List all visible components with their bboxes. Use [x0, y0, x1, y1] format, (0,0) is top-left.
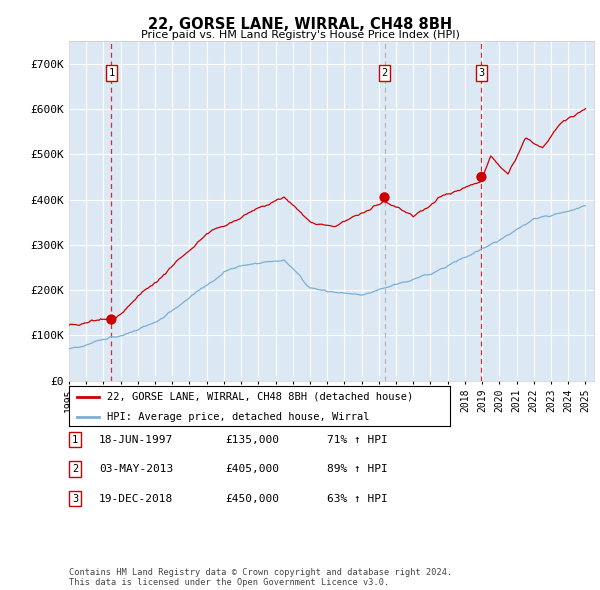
- Text: 03-MAY-2013: 03-MAY-2013: [99, 464, 173, 474]
- Text: 3: 3: [72, 494, 78, 503]
- Text: Contains HM Land Registry data © Crown copyright and database right 2024.
This d: Contains HM Land Registry data © Crown c…: [69, 568, 452, 587]
- Text: £135,000: £135,000: [225, 435, 279, 444]
- Text: 1: 1: [108, 68, 115, 78]
- Text: 3: 3: [478, 68, 485, 78]
- Point: [476, 172, 486, 182]
- Point: [107, 315, 116, 324]
- Text: £450,000: £450,000: [225, 494, 279, 503]
- Text: 89% ↑ HPI: 89% ↑ HPI: [327, 464, 388, 474]
- Text: 2: 2: [72, 464, 78, 474]
- Text: 22, GORSE LANE, WIRRAL, CH48 8BH: 22, GORSE LANE, WIRRAL, CH48 8BH: [148, 17, 452, 31]
- Text: HPI: Average price, detached house, Wirral: HPI: Average price, detached house, Wirr…: [107, 412, 370, 422]
- Text: 18-JUN-1997: 18-JUN-1997: [99, 435, 173, 444]
- Text: 2: 2: [382, 68, 388, 78]
- Text: 22, GORSE LANE, WIRRAL, CH48 8BH (detached house): 22, GORSE LANE, WIRRAL, CH48 8BH (detach…: [107, 392, 413, 402]
- Point: [380, 192, 389, 202]
- Text: Price paid vs. HM Land Registry's House Price Index (HPI): Price paid vs. HM Land Registry's House …: [140, 30, 460, 40]
- Text: 19-DEC-2018: 19-DEC-2018: [99, 494, 173, 503]
- Text: £405,000: £405,000: [225, 464, 279, 474]
- Text: 71% ↑ HPI: 71% ↑ HPI: [327, 435, 388, 444]
- Text: 1: 1: [72, 435, 78, 444]
- Text: 63% ↑ HPI: 63% ↑ HPI: [327, 494, 388, 503]
